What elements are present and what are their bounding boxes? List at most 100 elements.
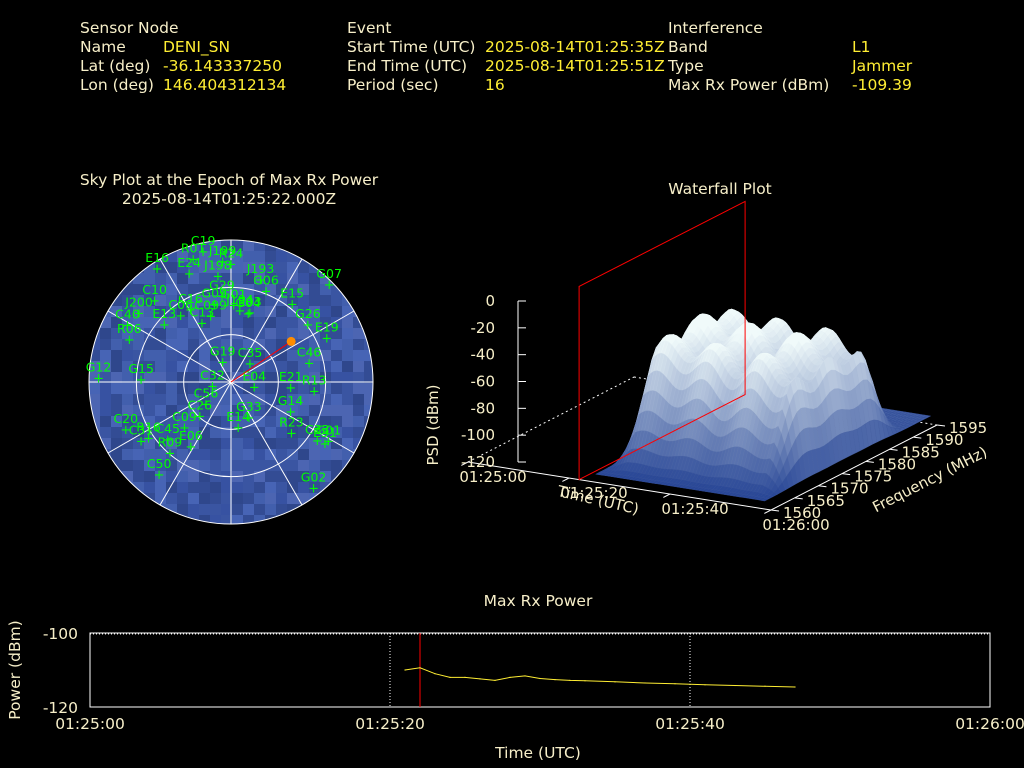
sky-tile [276,405,287,416]
satellite-marker: + [201,398,212,413]
sky-tile [210,515,221,524]
sky-tile [265,273,276,284]
satellite-label: C099 [194,298,227,313]
sky-tile [232,482,243,493]
sky-tile [188,361,199,372]
sky-tile [309,460,320,471]
satellite-marker: + [185,440,196,455]
event-header: Event [347,19,392,37]
satellite-label: G07 [316,266,342,281]
sky-tile [254,405,265,416]
sky-tile [276,339,287,350]
sky-tile [188,306,199,317]
sky-tile [287,482,298,493]
sky-plot-satellites: +C19+R01+E16+E24+J198+J199+R24+J193+G06 +… [86,233,342,497]
sky-tile [298,295,309,306]
sky-tile [155,405,166,416]
sky-tile [364,350,373,361]
max-rx-power-point [704,684,706,686]
sky-tile [144,372,155,383]
satellite-marker: + [287,298,298,313]
sky-tile [199,449,210,460]
sky-tile [309,350,320,361]
sky-tile [177,251,188,262]
power-x-tick-label: 01:25:20 [355,715,425,733]
sky-tile [177,416,188,427]
sky-tile [155,262,166,273]
sky-tile [210,328,221,339]
satellite-marker: + [154,468,165,483]
satellite-label: C50 [147,456,172,471]
sky-tile [210,372,221,383]
max-rx-power-point [404,669,406,671]
sky-tile [221,273,232,284]
satellite-label: C19 [191,233,216,248]
sky-tile [353,339,364,350]
sky-tile [298,350,309,361]
sky-tile [199,295,210,306]
sky-tile [331,383,342,394]
max-rx-power-line [404,667,796,688]
sky-tile [199,471,210,482]
sky-tile [320,438,331,449]
sky-tile [265,449,276,460]
sky-tile [188,449,199,460]
sky-tile [287,438,298,449]
frequency-tick [889,448,898,451]
sky-tile [232,449,243,460]
band-value: L1 [852,38,871,56]
sky-tile [243,240,254,251]
sky-tile [254,317,265,328]
sky-tile [276,306,287,317]
sky-tile [298,460,309,471]
sky-tile [254,240,265,251]
sky-tile [243,251,254,262]
sky-tile [177,504,188,515]
sky-tile [177,317,188,328]
sky-tile [265,504,276,515]
sky-tile [232,350,243,361]
sky-tile [298,482,309,493]
max-rx-power-point [614,681,616,683]
sky-tile [232,317,243,328]
sky-tile [166,317,177,328]
power-plot-title: Max Rx Power [483,592,593,610]
sky-tile [254,515,265,524]
sky-tile [243,394,254,405]
sky-tile [210,273,221,284]
sky-tile [111,295,122,306]
satellite-marker: + [233,421,244,436]
satellite-marker: + [162,433,173,448]
power-x-axis-title: Time (UTC) [494,744,581,762]
satellite-marker: + [198,245,209,260]
sky-tile [133,273,144,284]
sky-tile [276,449,287,460]
base-edge [467,376,635,463]
sky-tile [177,449,188,460]
sky-tile [353,361,364,372]
sky-tile [353,405,364,416]
satellite-marker: + [226,258,237,273]
sky-tile [353,372,364,383]
sky-tile [232,295,243,306]
sky-tile [166,284,177,295]
time-tick [562,477,570,482]
sky-tile [243,372,254,383]
satellite-marker: + [159,318,170,333]
sky-tile [287,251,298,262]
sky-tile [221,339,232,350]
sky-tile [309,383,320,394]
satellite-marker: + [217,255,228,270]
sky-tile [254,295,265,306]
sky-tile [155,317,166,328]
sky-tile [265,284,276,295]
type-value: Jammer [852,57,913,75]
sky-tile [254,460,265,471]
sky-tile [298,339,309,350]
max-rx-power-point [584,680,586,682]
sky-tile [133,306,144,317]
sky-tile [89,350,100,361]
sky-tile [276,394,287,405]
sky-tile [188,383,199,394]
